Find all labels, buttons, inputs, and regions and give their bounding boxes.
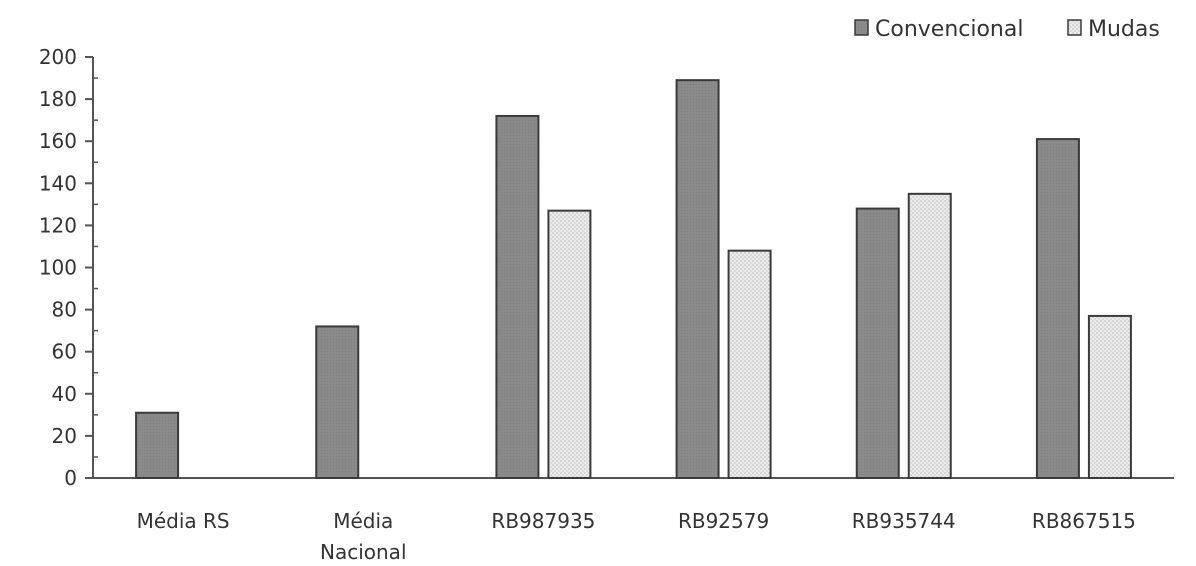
x-category-label: Média RS xyxy=(137,509,230,533)
legend-swatch-convencional xyxy=(854,19,869,36)
x-category-label: RB92579 xyxy=(678,509,769,533)
bar-convencional xyxy=(675,79,720,479)
x-category-label: RB867515 xyxy=(1032,509,1136,533)
legend-swatch-mudas xyxy=(1067,19,1082,36)
x-category-label: RB935744 xyxy=(852,509,956,533)
y-tick-label: 180 xyxy=(39,87,77,111)
bar-mudas xyxy=(1087,314,1132,480)
y-tick-label: 40 xyxy=(52,382,77,406)
x-category-label: Nacional xyxy=(320,540,407,564)
bar-mudas xyxy=(727,249,772,479)
bar-mudas xyxy=(907,192,952,479)
bar-convencional xyxy=(495,114,540,479)
y-tick-label: 80 xyxy=(52,298,77,322)
y-tick-label: 20 xyxy=(52,424,77,448)
bar-convencional xyxy=(315,325,360,479)
legend-label-convencional: Convencional xyxy=(875,17,1023,42)
y-tick-label: 100 xyxy=(39,256,77,280)
legend: Convencional Mudas xyxy=(854,17,1160,42)
y-tick-label: 120 xyxy=(39,213,77,237)
y-tick-label: 200 xyxy=(39,45,77,69)
y-tick-label: 60 xyxy=(52,340,77,364)
bars-layer xyxy=(135,79,1132,480)
y-tick-label: 160 xyxy=(39,129,77,153)
y-tick-label: 140 xyxy=(39,171,77,195)
bar-convencional xyxy=(855,207,900,479)
axis-layer: 0 20 40 60 80 100 120 140 160 180 200 Média RS Média… xyxy=(39,45,1174,564)
legend-label-mudas: Mudas xyxy=(1088,17,1160,42)
y-tick-label: 0 xyxy=(64,466,77,490)
bar-mudas xyxy=(547,209,592,479)
x-category-label: Média xyxy=(333,509,393,533)
bar-convencional xyxy=(1035,138,1080,479)
bar-convencional xyxy=(135,411,180,479)
x-category-label: RB987935 xyxy=(491,509,595,533)
